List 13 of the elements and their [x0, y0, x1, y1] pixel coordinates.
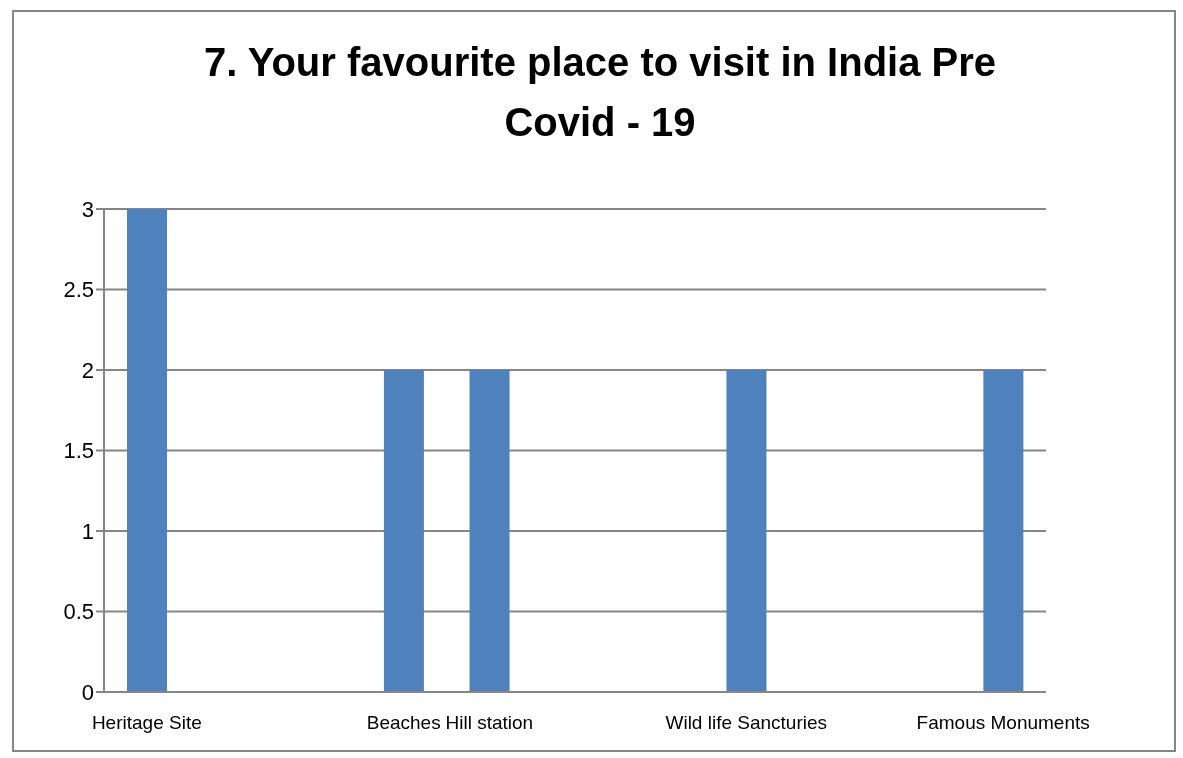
y-tick-label: 2.5	[63, 277, 94, 303]
y-tick-label: 2	[81, 357, 94, 383]
y-tick-label: 0.5	[63, 599, 94, 625]
y-tick-label: 0	[81, 679, 94, 705]
chart-title: 7. Your favourite place to visit in India Pre Covid - 19	[202, 39, 998, 146]
x-tick-label: Beaches	[366, 712, 441, 734]
x-tick-label: Famous Monuments	[916, 712, 1090, 734]
x-tick-label: Wild life Sancturies	[665, 712, 828, 734]
x-tick-label: Hill station	[445, 712, 534, 734]
x-tick-label: Heritage Site	[91, 712, 202, 734]
y-tick-label: 1.5	[63, 438, 94, 464]
y-tick-label: 1	[81, 518, 94, 544]
y-tick-label: 3	[81, 196, 94, 222]
